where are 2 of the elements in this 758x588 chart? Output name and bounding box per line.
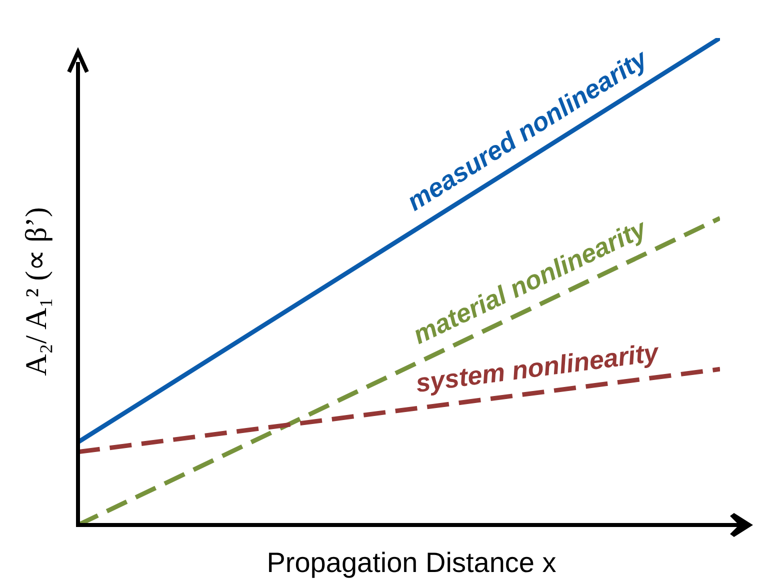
y-axis-title: A₂/ A₁² (∝ β’) bbox=[20, 207, 53, 376]
x-axis-title: Propagation Distance x bbox=[266, 547, 556, 578]
